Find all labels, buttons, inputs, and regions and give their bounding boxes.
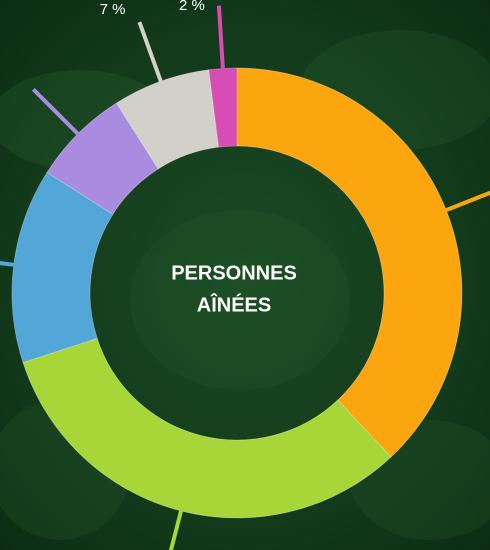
value-label: 7 % [100, 1, 126, 18]
donut-segment [11, 171, 114, 364]
center-label: PERSONNES [171, 262, 297, 284]
donut-segment [46, 102, 159, 215]
donut-segment [208, 67, 238, 148]
leader-line [168, 508, 184, 550]
value-label: 2 % [179, 0, 205, 14]
leader-line [216, 5, 225, 71]
center-label: AÎNÉES [197, 292, 271, 316]
donut-segment [236, 67, 463, 458]
leader-line [443, 190, 490, 213]
leader-line [0, 261, 17, 268]
donut-segment [115, 69, 220, 170]
leader-line [31, 87, 81, 137]
leader-line [137, 21, 164, 84]
donut-segment [22, 337, 392, 519]
